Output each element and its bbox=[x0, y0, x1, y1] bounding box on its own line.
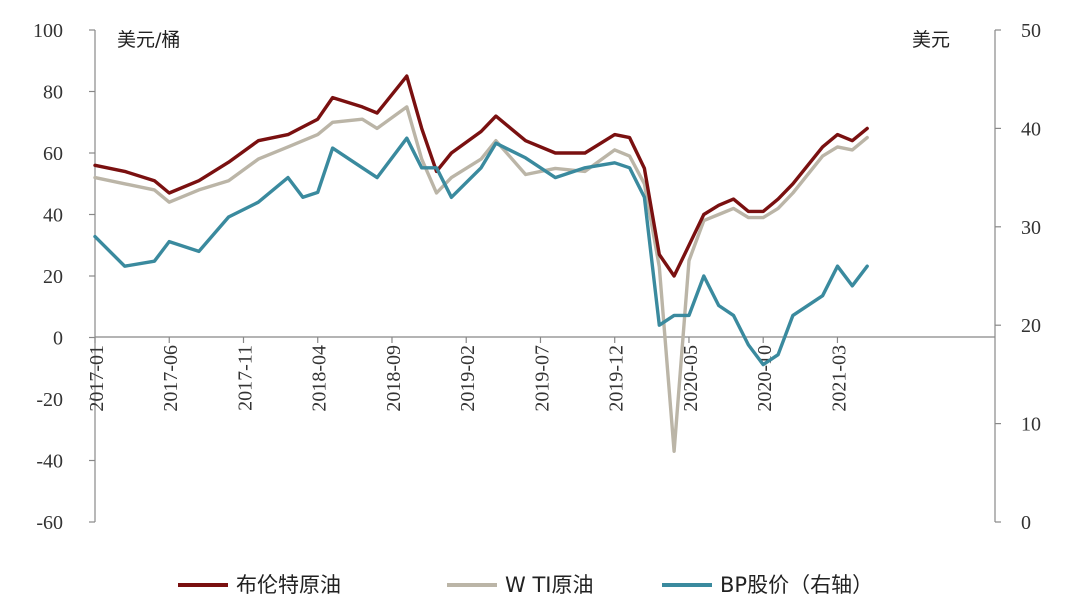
left-tick-label: -40 bbox=[36, 451, 63, 473]
left-tick-label: 20 bbox=[43, 266, 63, 288]
x-axis: 2017-01 2017-06 2017-11 2018-04 2018-09 2019-… bbox=[86, 336, 995, 412]
x-tick-label: 2019-02 bbox=[457, 345, 479, 412]
series-line-0 bbox=[93, 74, 869, 278]
x-tick-label: 2018-04 bbox=[309, 345, 331, 412]
right-tick-label: 20 bbox=[1021, 315, 1041, 337]
left-axis: 100 80 60 40 20 0 -20 -40 -60 bbox=[33, 20, 96, 534]
x-tick-label: 2017-01 bbox=[86, 345, 108, 412]
right-tick-label: 40 bbox=[1021, 118, 1041, 140]
left-tick-label: 80 bbox=[43, 82, 63, 104]
right-tick-label: 50 bbox=[1021, 20, 1041, 42]
left-tick-label: 0 bbox=[53, 328, 63, 350]
left-tick-label: -20 bbox=[36, 389, 63, 411]
right-tick-label: 30 bbox=[1021, 217, 1041, 239]
x-tick-label: 2017-11 bbox=[234, 345, 256, 411]
legend: 布伦特原油 W TI原油 BP股价（右轴） bbox=[178, 573, 873, 597]
right-tick-label: 10 bbox=[1021, 414, 1041, 436]
legend-label-1: W TI原油 bbox=[505, 573, 593, 597]
series-line-1 bbox=[93, 105, 869, 453]
right-axis: 50 40 30 20 10 0 bbox=[994, 20, 1041, 534]
left-tick-label: 100 bbox=[33, 20, 63, 42]
series-line-2 bbox=[93, 136, 869, 367]
x-tick-label: 2020-05 bbox=[680, 345, 702, 412]
series-lines bbox=[93, 74, 869, 453]
right-axis-unit: 美元 bbox=[912, 29, 950, 51]
left-axis-unit: 美元/桶 bbox=[117, 29, 180, 51]
x-tick-label: 2021-03 bbox=[828, 345, 850, 412]
right-tick-label: 0 bbox=[1021, 512, 1031, 534]
legend-label-0: 布伦特原油 bbox=[236, 573, 341, 597]
x-tick-label: 2018-09 bbox=[383, 345, 405, 412]
x-tick-label: 2019-12 bbox=[606, 345, 628, 412]
left-tick-label: -60 bbox=[36, 512, 63, 534]
x-tick-label: 2017-06 bbox=[160, 345, 182, 412]
x-tick-label: 2019-07 bbox=[531, 345, 553, 412]
legend-label-2: BP股价（右轴） bbox=[720, 573, 873, 597]
left-tick-label: 40 bbox=[43, 205, 63, 227]
left-tick-label: 60 bbox=[43, 143, 63, 165]
